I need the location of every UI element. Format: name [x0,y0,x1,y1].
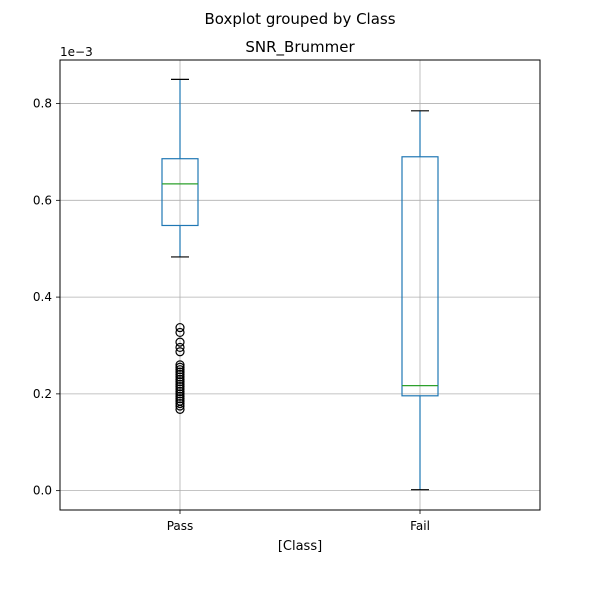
outlier-point [175,369,185,380]
outlier-point [175,377,185,387]
outlier-point [175,382,185,392]
y-tick-label: 0.8 [33,97,52,111]
outlier-point [175,384,185,394]
outlier-point [175,374,185,384]
y-tick-label: 0.2 [33,387,52,401]
outlier-point [175,386,185,397]
outlier-point [175,367,185,377]
box-iqr [401,156,439,397]
outlier-point [175,401,185,411]
y-tick-label: 0.6 [33,193,52,207]
outlier-point [175,372,185,382]
outlier-point [175,337,185,347]
outlier-point [175,404,185,414]
figure-suptitle: Boxplot grouped by Class [204,10,395,28]
outlier-point [175,347,185,357]
plot-frame [59,59,541,511]
outlier-point [175,327,185,338]
y-tick-label: 0.0 [33,484,52,498]
x-axis-label: [Class] [278,539,322,554]
chart-title: SNR_Brummer [245,38,355,57]
outlier-point [175,398,185,409]
outlier-point [175,394,185,404]
box-iqr [161,158,199,227]
outlier-point [175,360,185,370]
outlier-point [175,365,185,375]
outlier-point [175,342,185,353]
outlier-point [175,391,185,401]
outlier-point [175,322,185,333]
outlier-point [175,362,185,372]
y-tick-label: 0.4 [33,290,52,304]
outlier-point [175,379,185,389]
x-tick-label: Fail [410,519,430,533]
y-axis-offset-label: 1e−3 [60,45,93,59]
outlier-point [175,389,185,399]
x-tick-label: Pass [167,519,194,533]
